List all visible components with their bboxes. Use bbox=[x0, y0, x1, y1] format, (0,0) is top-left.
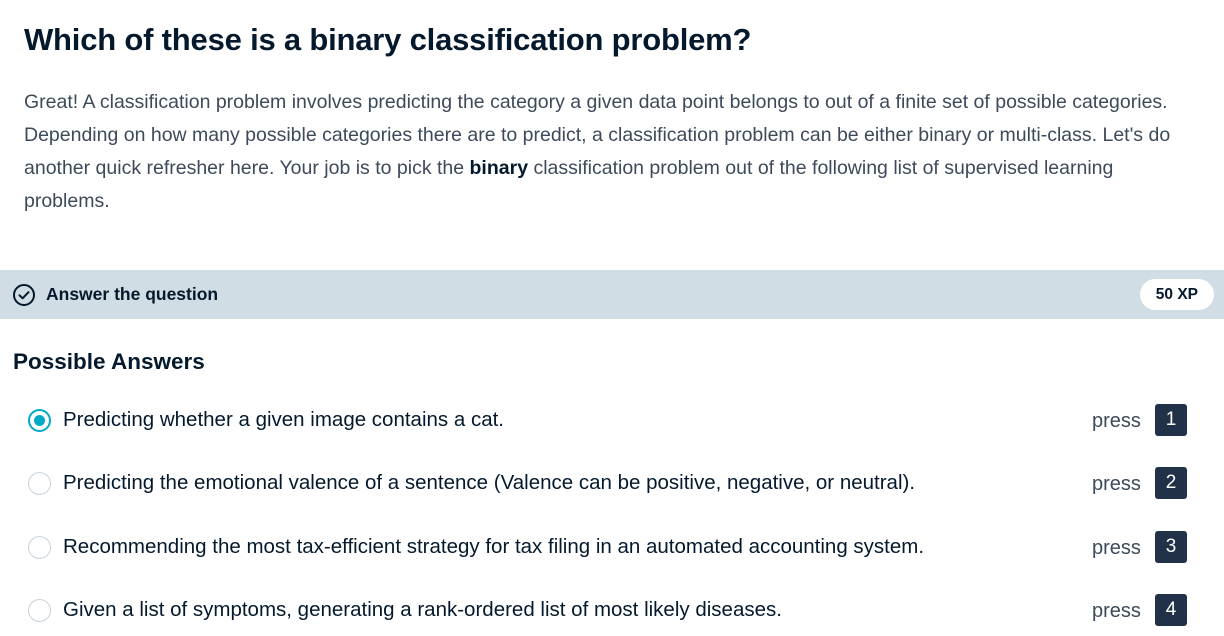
radio-button[interactable] bbox=[28, 599, 51, 622]
possible-answers-heading: Possible Answers bbox=[13, 349, 205, 374]
keyboard-shortcut-key: 2 bbox=[1155, 467, 1187, 499]
answer-option-text[interactable]: Predicting whether a given image contain… bbox=[63, 408, 505, 431]
description-text-end: classification problem out of the follow… bbox=[24, 157, 1114, 212]
press-hint: press bbox=[1092, 600, 1141, 622]
radio-button[interactable] bbox=[28, 472, 51, 495]
keyboard-shortcut-key: 1 bbox=[1155, 404, 1187, 436]
xp-badge: 50 XP bbox=[1139, 279, 1214, 310]
answer-option-4[interactable]: Given a list of symptoms, generating a r… bbox=[0, 590, 1224, 630]
keyboard-shortcut-key: 4 bbox=[1155, 594, 1187, 626]
press-hint: press bbox=[1092, 537, 1141, 559]
answer-option-text[interactable]: Given a list of symptoms, generating a r… bbox=[63, 598, 782, 621]
press-hint: press bbox=[1092, 410, 1141, 432]
press-hint: press bbox=[1092, 473, 1141, 495]
question-description: Great! A classification problem involves… bbox=[24, 86, 1194, 218]
task-bar: Answer the question 50 XP bbox=[0, 270, 1224, 319]
keyboard-shortcut-key: 3 bbox=[1155, 531, 1187, 563]
task-bar-label: Answer the question bbox=[46, 284, 219, 304]
radio-button-selected[interactable] bbox=[28, 409, 51, 432]
answer-option-1[interactable]: Predicting whether a given image contain… bbox=[0, 400, 1224, 440]
answer-option-text[interactable]: Predicting the emotional valence of a se… bbox=[63, 471, 916, 494]
check-circle-icon bbox=[13, 284, 35, 306]
answer-option-2[interactable]: Predicting the emotional valence of a se… bbox=[0, 463, 1224, 503]
answer-option-text[interactable]: Recommending the most tax-efficient stra… bbox=[63, 535, 925, 558]
answer-option-3[interactable]: Recommending the most tax-efficient stra… bbox=[0, 527, 1224, 567]
radio-button[interactable] bbox=[28, 536, 51, 559]
description-bold: binary bbox=[469, 157, 529, 179]
description-text: Great! A classification problem involves… bbox=[24, 91, 1171, 179]
question-title: Which of these is a binary classificatio… bbox=[24, 22, 752, 57]
